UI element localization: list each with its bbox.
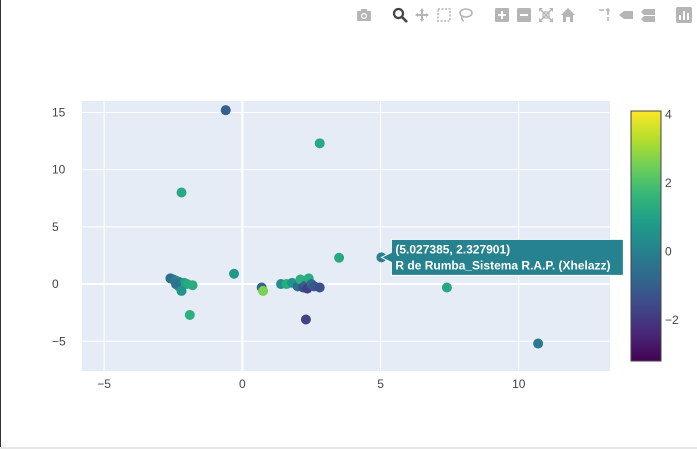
home-icon bbox=[561, 8, 575, 22]
scatter-points bbox=[165, 105, 544, 349]
zoom-in-icon bbox=[495, 8, 509, 22]
box-select-button[interactable] bbox=[435, 6, 453, 24]
scatter-point[interactable] bbox=[533, 338, 544, 349]
hover-label-box bbox=[380, 238, 624, 276]
lasso-select-button[interactable] bbox=[457, 6, 475, 24]
lasso-select-icon bbox=[459, 8, 473, 22]
home-button[interactable] bbox=[559, 6, 577, 24]
x-tick-label: −5 bbox=[97, 377, 111, 391]
pan-button[interactable] bbox=[413, 6, 431, 24]
zoom-in-button[interactable] bbox=[493, 6, 511, 24]
autoscale-icon bbox=[539, 8, 553, 22]
camera-button[interactable] bbox=[355, 6, 373, 24]
plot-area[interactable] bbox=[82, 101, 610, 371]
hover-point-label: R de Rumba_Sistema R.A.P. (Xhelazz) bbox=[395, 258, 610, 272]
modebar-group bbox=[389, 6, 477, 24]
plotly-logo-button[interactable] bbox=[675, 6, 693, 24]
y-tick-label: −5 bbox=[52, 334, 66, 348]
scatter-point[interactable] bbox=[184, 309, 195, 320]
scatter-point[interactable] bbox=[441, 282, 452, 293]
camera-icon bbox=[357, 9, 371, 21]
scatter-point[interactable] bbox=[334, 252, 345, 263]
y-tick-label: 0 bbox=[52, 277, 59, 291]
modebar-group bbox=[353, 6, 375, 24]
frame-border bbox=[0, 0, 1, 449]
zoom-icon bbox=[392, 7, 408, 23]
hover-closest-icon bbox=[619, 11, 633, 19]
scatter-point[interactable] bbox=[229, 268, 240, 279]
hover-label: (5.027385, 2.327901) R de Rumba_Sistema R… bbox=[380, 238, 624, 276]
autoscale-button[interactable] bbox=[537, 6, 555, 24]
spike-lines-icon bbox=[599, 8, 610, 21]
hover-compare-icon bbox=[641, 9, 655, 22]
y-tick-label: 10 bbox=[52, 163, 66, 177]
hover-coords: (5.027385, 2.327901) bbox=[395, 242, 510, 256]
spike-lines-button[interactable] bbox=[595, 6, 613, 24]
box-select-icon bbox=[437, 8, 451, 22]
zoom-out-button[interactable] bbox=[515, 6, 533, 24]
scatter-point[interactable] bbox=[314, 282, 325, 293]
scatter-point[interactable] bbox=[258, 285, 269, 296]
scatter-point[interactable] bbox=[176, 285, 187, 296]
modebar bbox=[339, 5, 695, 25]
y-tick-label: 15 bbox=[52, 105, 66, 119]
x-tick-label: 0 bbox=[239, 377, 246, 391]
modebar-group bbox=[593, 6, 659, 24]
x-tick-label: 5 bbox=[377, 377, 384, 391]
zoom-out-icon bbox=[517, 8, 531, 22]
scatter-point[interactable] bbox=[170, 279, 181, 290]
scatter-point[interactable] bbox=[176, 187, 187, 198]
colorbar-tick-label: 0 bbox=[665, 244, 672, 258]
zoom-button[interactable] bbox=[391, 6, 409, 24]
pan-icon bbox=[415, 8, 429, 22]
scatter-point[interactable] bbox=[314, 138, 325, 149]
plotly-logo-icon bbox=[676, 7, 692, 23]
modebar-group bbox=[491, 6, 579, 24]
colorbar-tick-label: −2 bbox=[665, 313, 679, 327]
scatter-point[interactable] bbox=[187, 280, 198, 291]
scatter-point[interactable] bbox=[300, 314, 311, 325]
y-tick-label: 5 bbox=[52, 220, 59, 234]
colorbar-tick-label: 4 bbox=[665, 107, 672, 121]
frame-border bbox=[0, 447, 697, 449]
hover-closest-button[interactable] bbox=[617, 6, 635, 24]
colorbar bbox=[630, 110, 662, 362]
scatter-point[interactable] bbox=[220, 105, 231, 116]
hover-compare-button[interactable] bbox=[639, 6, 657, 24]
modebar-group bbox=[673, 6, 695, 24]
colorbar-tick-label: 2 bbox=[665, 176, 672, 190]
x-tick-label: 10 bbox=[512, 377, 526, 391]
